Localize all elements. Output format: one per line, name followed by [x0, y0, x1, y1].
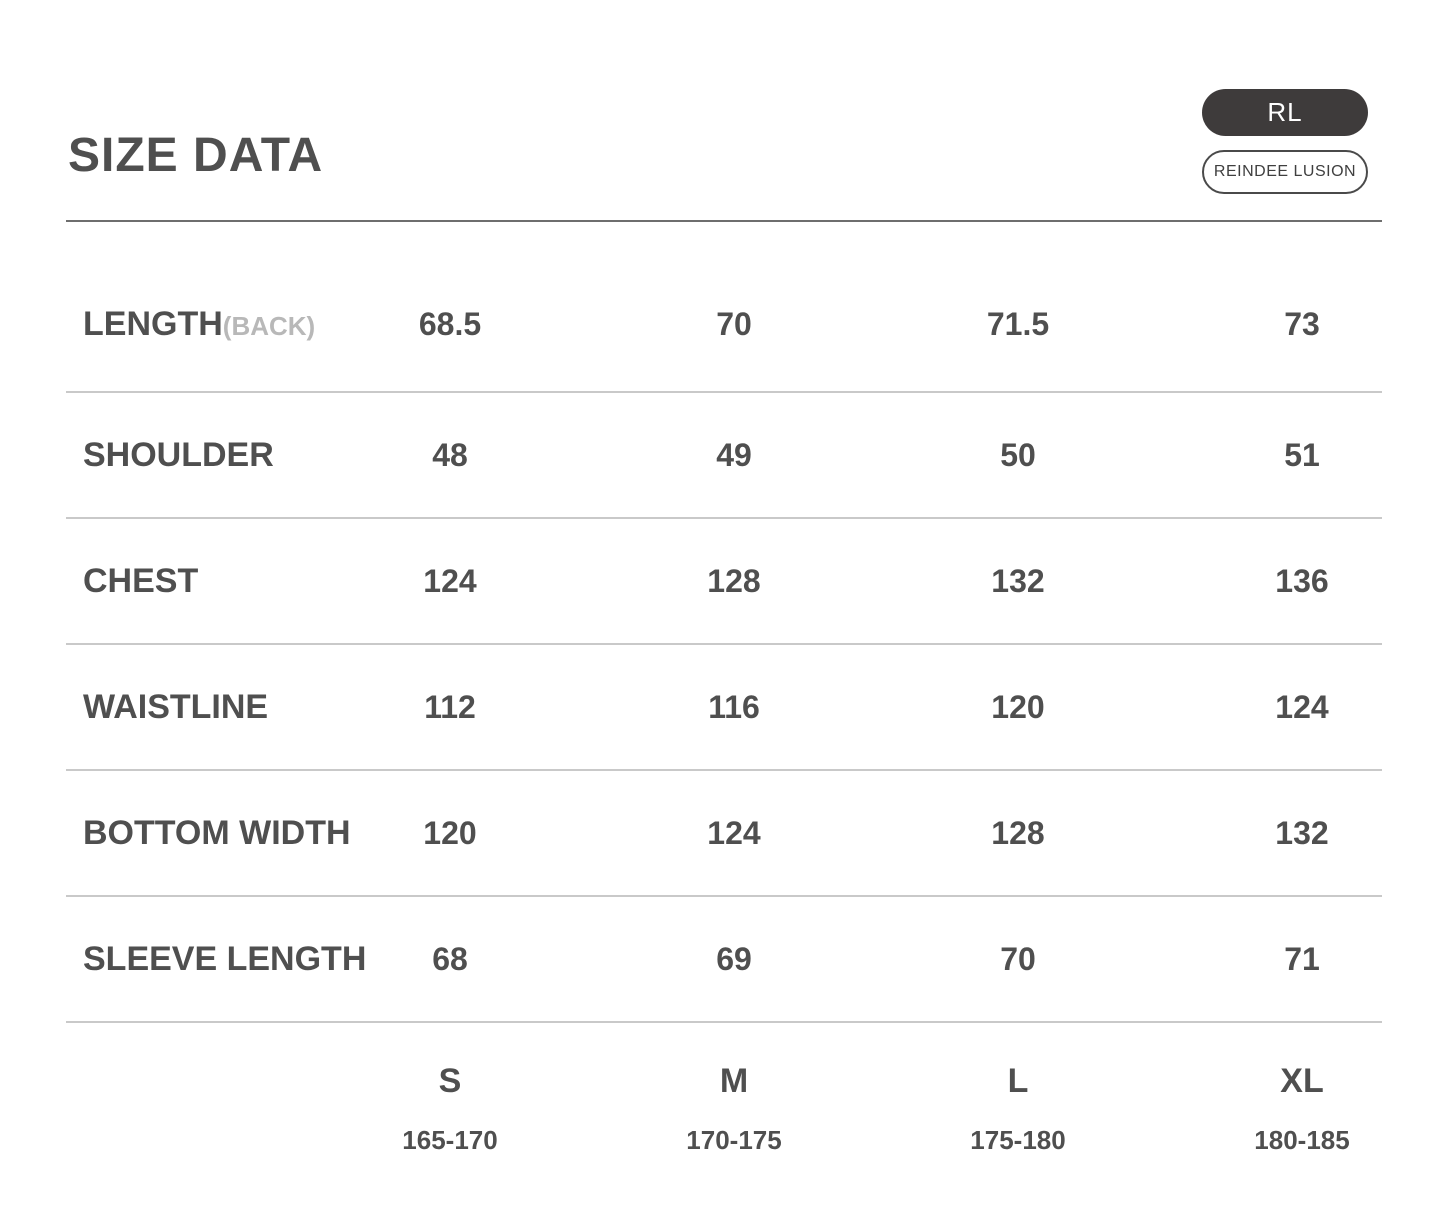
row-divider — [66, 1021, 1382, 1023]
cell-value: 73 — [1284, 306, 1320, 342]
cell-value: 70 — [1000, 940, 1036, 977]
cell-value: 71.5 — [986, 306, 1050, 342]
cell-value: 124 — [1275, 688, 1329, 725]
cell-value: 132 — [1275, 814, 1329, 851]
table-top-divider — [66, 220, 1382, 222]
brand-badges: RL REINDEE LUSION — [1202, 89, 1368, 194]
cell-value: 51 — [1284, 436, 1320, 473]
row-label: WAISTLINE — [66, 688, 308, 727]
empty-cell — [66, 1125, 308, 1155]
page-title: SIZE DATA — [68, 129, 324, 182]
row-label-text: LENGTH — [83, 305, 223, 343]
size-table: LENGTH(BACK) 68.5 70 71.5 73 SHOULDER 48… — [66, 220, 1444, 1155]
empty-cell — [66, 1061, 308, 1101]
table-row-sleeve-length: SLEEVE LENGTH 68 69 70 71 — [66, 897, 1444, 1021]
row-divider — [66, 895, 1382, 897]
cell-value: 48 — [432, 436, 468, 473]
table-row-chest: CHEST 124 128 132 136 — [66, 519, 1444, 643]
row-label: CHEST — [66, 562, 308, 601]
cell-value: 120 — [423, 814, 477, 851]
brand-badge-reindee-lusion: REINDEE LUSION — [1202, 150, 1368, 194]
table-row-bottom-width: BOTTOM WIDTH 120 124 128 132 — [66, 771, 1444, 895]
size-header-row: S M L XL — [66, 1061, 1444, 1101]
height-range-xl: 180-185 — [1254, 1125, 1350, 1155]
row-label: LENGTH(BACK) — [66, 305, 315, 344]
cell-value: 68 — [432, 940, 468, 977]
cell-value: 136 — [1275, 562, 1329, 599]
brand-badge-rl: RL — [1202, 89, 1368, 136]
height-range-l: 175-180 — [970, 1125, 1066, 1155]
cell-value: 132 — [991, 562, 1045, 599]
cell-value: 124 — [707, 814, 761, 851]
cell-value: 112 — [424, 688, 476, 725]
cell-value: 69 — [716, 940, 752, 977]
row-label-text: WAISTLINE — [83, 687, 269, 726]
cell-value: 50 — [1000, 436, 1036, 473]
height-range-m: 170-175 — [686, 1125, 782, 1155]
row-label: SHOULDER — [66, 436, 308, 475]
cell-value: 128 — [991, 814, 1045, 851]
height-range-row: 165-170 170-175 175-180 180-185 — [66, 1125, 1444, 1155]
row-label-text: CHEST — [83, 561, 199, 600]
cell-value: 128 — [707, 562, 761, 599]
cell-value: 68.5 — [418, 306, 482, 342]
size-label-l: L — [1007, 1062, 1029, 1100]
row-label: SLEEVE LENGTH — [66, 940, 366, 979]
cell-value: 116 — [708, 688, 760, 725]
row-label-text: BOTTOM WIDTH — [83, 813, 351, 852]
row-divider — [66, 517, 1382, 519]
cell-value: 120 — [991, 688, 1045, 725]
cell-value: 71 — [1284, 940, 1320, 977]
row-divider — [66, 643, 1382, 645]
table-row-shoulder: SHOULDER 48 49 50 51 — [66, 393, 1444, 517]
height-range-s: 165-170 — [402, 1125, 498, 1155]
row-label-text: SHOULDER — [83, 435, 274, 474]
table-row-waistline: WAISTLINE 112 116 120 124 — [66, 645, 1444, 769]
size-label-m: M — [719, 1062, 749, 1100]
table-row-length: LENGTH(BACK) 68.5 70 71.5 73 — [66, 222, 1444, 391]
size-footer: S M L XL 165-170 170-175 175-180 180-185 — [66, 1023, 1444, 1155]
row-label: BOTTOM WIDTH — [66, 814, 351, 853]
row-divider — [66, 769, 1382, 771]
size-label-xl: XL — [1280, 1062, 1324, 1100]
row-label-suffix: (BACK) — [222, 311, 316, 341]
row-divider — [66, 391, 1382, 393]
row-label-text: SLEEVE LENGTH — [83, 939, 367, 978]
cell-value: 124 — [423, 562, 477, 599]
size-label-s: S — [438, 1062, 462, 1100]
cell-value: 70 — [716, 306, 752, 342]
cell-value: 49 — [716, 436, 752, 473]
